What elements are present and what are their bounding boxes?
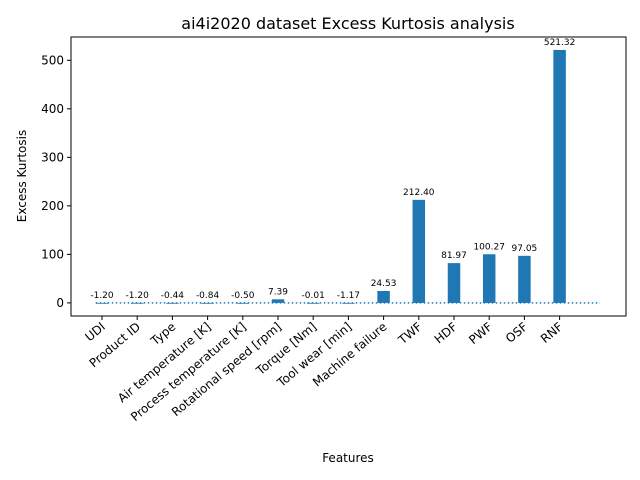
data-labels-group: -1.20 -1.20 -0.44 -0.84 -0.50 7.39 -0.01 -1.17 2… bbox=[90, 38, 575, 301]
data-label: -0.44 bbox=[161, 291, 185, 301]
x-tick-label: TWF bbox=[395, 320, 425, 348]
x-tick-label: HDF bbox=[432, 320, 460, 347]
data-label: 24.53 bbox=[371, 279, 397, 289]
data-label: -0.50 bbox=[231, 291, 255, 301]
y-tick-label: 0 bbox=[56, 296, 64, 310]
data-label: 7.39 bbox=[268, 287, 288, 297]
bar bbox=[377, 291, 390, 303]
x-tick-label: RNF bbox=[538, 320, 566, 346]
data-label: 100.27 bbox=[473, 242, 505, 252]
plot-frame bbox=[70, 36, 627, 317]
x-tick-label: OSF bbox=[503, 320, 530, 346]
data-label: 212.40 bbox=[403, 188, 435, 198]
y-tick-label: 400 bbox=[41, 102, 64, 116]
bar bbox=[553, 49, 566, 303]
data-label: 81.97 bbox=[441, 251, 467, 261]
y-tick-label: 300 bbox=[41, 150, 64, 164]
y-tick-label: 200 bbox=[41, 199, 64, 213]
data-label: -1.17 bbox=[337, 291, 360, 301]
data-label: 97.05 bbox=[512, 244, 538, 254]
y-tick-label: 100 bbox=[41, 247, 64, 261]
y-tick-label: 500 bbox=[41, 53, 64, 67]
bar bbox=[201, 302, 214, 304]
bar bbox=[482, 254, 496, 303]
data-label: -1.20 bbox=[90, 291, 114, 301]
data-label: 521.32 bbox=[544, 38, 576, 48]
x-tick-label: PWF bbox=[466, 320, 495, 348]
x-tick-label: UDI bbox=[82, 320, 108, 345]
x-axis-label: Features bbox=[322, 451, 374, 465]
bar bbox=[518, 255, 531, 303]
data-label: -1.20 bbox=[126, 291, 150, 301]
data-label: -0.01 bbox=[302, 291, 325, 301]
y-axis-label: Excess Kurtosis bbox=[15, 130, 29, 222]
bar bbox=[412, 199, 426, 303]
y-axis: 0 100 200 300 400 500 bbox=[41, 53, 71, 310]
bar bbox=[236, 302, 250, 304]
bars-group bbox=[95, 49, 566, 304]
chart-title: ai4i2020 dataset Excess Kurtosis analysi… bbox=[181, 14, 514, 33]
bar bbox=[271, 299, 285, 303]
data-label: -0.84 bbox=[196, 291, 220, 301]
bar bbox=[95, 302, 109, 304]
bar bbox=[447, 263, 461, 303]
